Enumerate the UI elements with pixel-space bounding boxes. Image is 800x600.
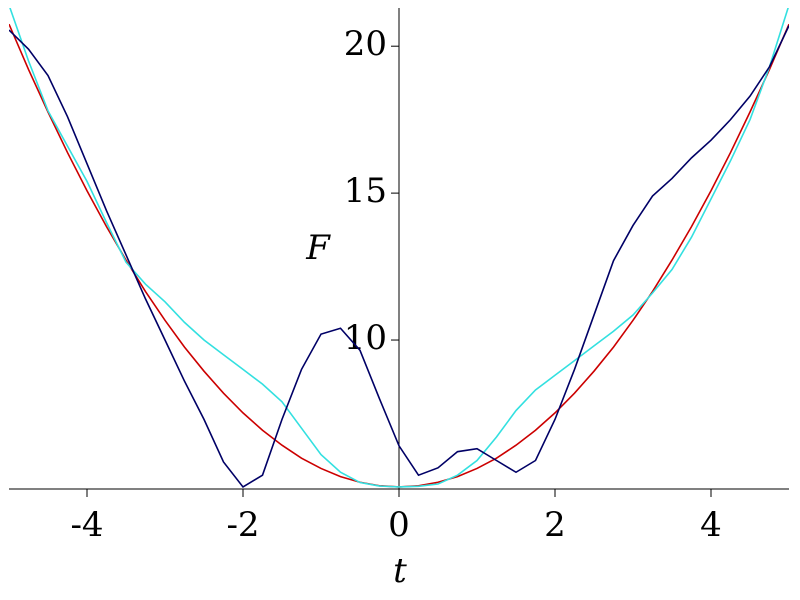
y-tick-label: 10 [344,318,387,358]
x-tick-label: 2 [544,505,566,545]
x-tick-label: -4 [70,505,103,545]
x-tick-label: 0 [388,505,410,545]
x-tick-label: 4 [700,505,722,545]
y-axis-title: F [305,228,331,268]
y-tick-label: 15 [344,171,387,211]
series-line [9,8,789,488]
x-tick-label: -2 [226,505,259,545]
y-tick-label: 20 [344,24,387,64]
series-line [9,25,789,488]
x-axis-title: t [393,551,407,591]
